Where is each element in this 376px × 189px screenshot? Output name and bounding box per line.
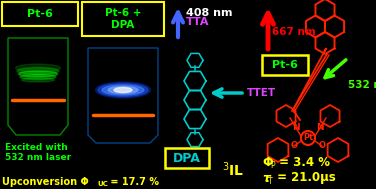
Text: TTET: TTET xyxy=(247,88,276,98)
Text: 532 nm laser: 532 nm laser xyxy=(5,153,71,162)
Text: 408 nm: 408 nm xyxy=(186,8,232,18)
Text: T: T xyxy=(268,177,273,185)
Ellipse shape xyxy=(114,88,132,92)
Text: Pt-6 +
DPA: Pt-6 + DPA xyxy=(105,8,141,30)
Text: Excited with: Excited with xyxy=(5,143,68,152)
Text: Pt-6: Pt-6 xyxy=(272,60,298,70)
Text: = 21.0μs: = 21.0μs xyxy=(273,171,336,184)
Text: Pt-6: Pt-6 xyxy=(27,9,53,19)
Ellipse shape xyxy=(102,85,144,95)
Text: Upconversion Φ: Upconversion Φ xyxy=(2,177,89,187)
Ellipse shape xyxy=(18,71,58,77)
Text: O: O xyxy=(291,142,297,150)
Text: Pt: Pt xyxy=(303,133,313,143)
Ellipse shape xyxy=(98,84,148,97)
Ellipse shape xyxy=(17,67,59,74)
Text: = 3.4 %: = 3.4 % xyxy=(275,156,330,169)
Ellipse shape xyxy=(20,74,56,80)
Text: O: O xyxy=(318,142,326,150)
Text: $^3$IL: $^3$IL xyxy=(222,161,244,179)
Text: τ: τ xyxy=(262,171,270,184)
Ellipse shape xyxy=(15,64,61,72)
Text: P: P xyxy=(270,160,274,170)
Text: 532 nm: 532 nm xyxy=(348,80,376,90)
Text: N: N xyxy=(316,123,324,132)
Ellipse shape xyxy=(96,82,150,98)
Text: UC: UC xyxy=(97,181,108,187)
Text: Φ: Φ xyxy=(262,156,273,169)
Ellipse shape xyxy=(21,78,55,82)
Text: DPA: DPA xyxy=(173,152,201,164)
Ellipse shape xyxy=(108,87,138,94)
Text: 667 nm: 667 nm xyxy=(272,27,316,37)
Text: N: N xyxy=(292,123,300,132)
Text: = 17.7 %: = 17.7 % xyxy=(107,177,159,187)
Text: TTA: TTA xyxy=(186,17,209,27)
